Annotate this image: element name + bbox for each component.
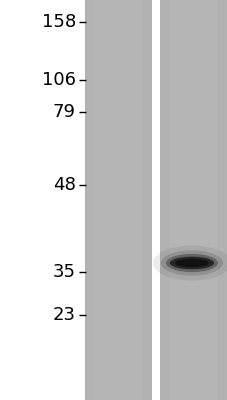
Ellipse shape bbox=[174, 259, 208, 267]
Text: 23: 23 bbox=[53, 306, 76, 324]
Bar bbox=[159, 0, 227, 400]
Bar bbox=[85, 0, 151, 400]
Text: 48: 48 bbox=[53, 176, 76, 194]
Ellipse shape bbox=[169, 257, 213, 269]
Bar bbox=[169, 0, 217, 400]
Ellipse shape bbox=[152, 246, 227, 280]
Text: 106: 106 bbox=[42, 71, 76, 89]
Text: 158: 158 bbox=[42, 13, 76, 31]
Ellipse shape bbox=[160, 250, 222, 276]
Text: 79: 79 bbox=[53, 103, 76, 121]
Bar bbox=[95, 0, 141, 400]
Text: 35: 35 bbox=[53, 263, 76, 281]
Ellipse shape bbox=[165, 254, 217, 272]
